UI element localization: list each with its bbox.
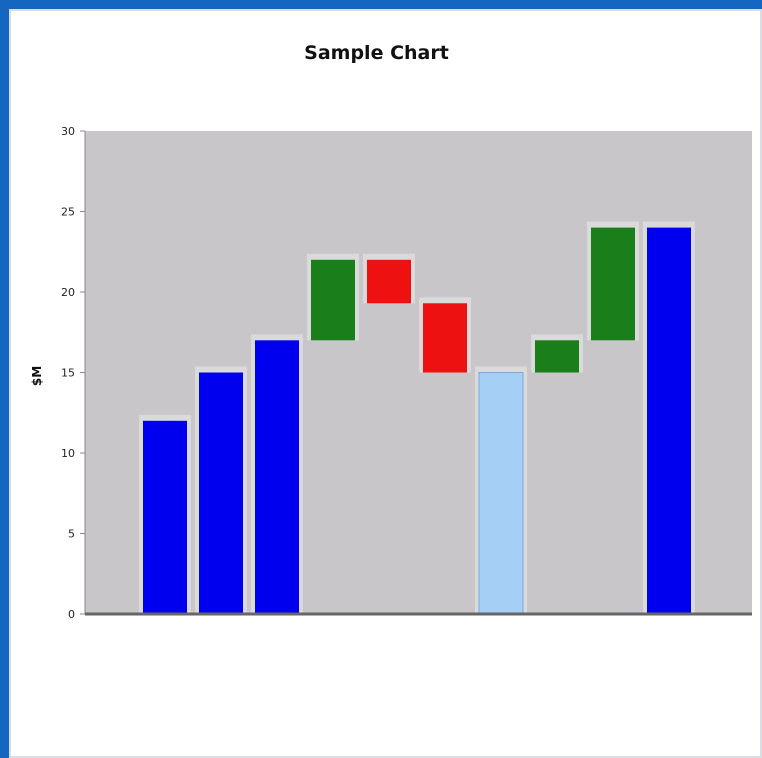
bar-8 — [535, 340, 579, 373]
y-tick-label: 15 — [61, 367, 75, 380]
y-tick-label: 0 — [68, 608, 75, 621]
y-axis: 0 5 10 15 20 25 30 — [61, 125, 86, 621]
bar-9 — [591, 227, 635, 341]
plot-area — [85, 131, 752, 614]
y-tick-label: 10 — [61, 447, 75, 460]
y-tick-label: 5 — [68, 528, 75, 541]
y-tick-label: 20 — [61, 286, 75, 299]
bar-4 — [311, 259, 355, 341]
bar-5 — [367, 259, 411, 304]
bar-3 — [255, 340, 299, 614]
chart-title: Sample Chart — [304, 42, 449, 64]
bar-7 — [478, 372, 524, 615]
bar-10 — [647, 227, 691, 614]
bar-6 — [423, 303, 467, 373]
bar-1 — [143, 420, 187, 614]
y-axis-label: $M — [30, 366, 44, 386]
bars-group — [139, 221, 695, 615]
y-tick-label: 25 — [61, 206, 75, 219]
y-tick-label: 30 — [61, 125, 75, 138]
bar-2 — [199, 372, 243, 614]
